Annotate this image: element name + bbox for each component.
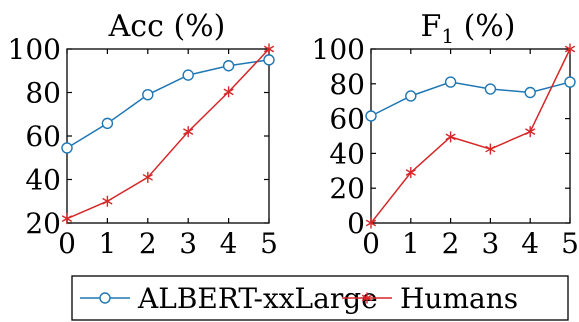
f1-xtick-label-1: 1 xyxy=(402,227,420,260)
f1-xtick-label-0: 0 xyxy=(362,227,380,260)
acc-humans-point-1 xyxy=(102,195,113,207)
acc-humans-point-5 xyxy=(263,43,275,55)
f1-humans-point-1 xyxy=(405,167,416,179)
acc-humans-point-4 xyxy=(223,86,234,98)
f1-title-sub: 1 xyxy=(441,24,454,48)
legend-albert-xxlarge-label: ALBERT-xxLarge xyxy=(137,282,378,315)
acc-xtick-label-4: 4 xyxy=(220,227,238,260)
acc-humans-point-0 xyxy=(61,213,73,225)
acc-albert-xxlarge-point-1 xyxy=(101,117,114,130)
acc-ytick-label-100: 100 xyxy=(8,33,61,66)
acc-ticks: 0 1 2 3 4 5 20 40 60 80 100 xyxy=(8,33,278,260)
legend-items: ALBERT-xxLarge Humans xyxy=(80,282,518,315)
f1-chart-title: F1 (%) xyxy=(420,9,515,48)
acc-humans-point-3 xyxy=(183,126,194,138)
acc-albert-xxlarge-point-5 xyxy=(263,54,275,66)
f1-xtick-label-4: 4 xyxy=(521,227,539,260)
acc-chart-title: Acc (%) xyxy=(108,9,226,44)
acc-albert-xxlarge-point-0 xyxy=(61,142,73,154)
f1-albert-xxlarge-point-2 xyxy=(444,76,457,88)
f1-plot-frame xyxy=(370,48,571,224)
f1-humans-line xyxy=(370,48,571,224)
acc-series xyxy=(61,43,275,225)
acc-albert-xxlarge-point-4 xyxy=(222,60,235,72)
f1-albert-xxlarge-point-1 xyxy=(405,90,417,102)
acc-xtick-label-3: 3 xyxy=(179,227,197,260)
f1-xtick-label-2: 2 xyxy=(442,227,460,260)
f1-title-rest: (%) xyxy=(454,9,515,44)
f1-xtick-label-3: 3 xyxy=(481,227,499,260)
f1-humans-point-0 xyxy=(365,217,377,229)
acc-plot-frame xyxy=(66,48,270,224)
legend-albert-xxlarge-marker xyxy=(99,292,111,304)
f1-title-main: F xyxy=(420,9,441,44)
acc-albert-xxlarge-line xyxy=(66,59,270,149)
acc-xtick-label-5: 5 xyxy=(260,227,278,260)
f1-albert-xxlarge-point-4 xyxy=(524,86,536,99)
f1-ytick-label-0: 0 xyxy=(347,207,365,240)
acc-humans-line xyxy=(66,48,270,220)
acc-humans-point-2 xyxy=(142,171,153,183)
acc-ytick-label-20: 20 xyxy=(25,207,61,240)
f1-humans-point-5 xyxy=(564,43,576,55)
legend-box xyxy=(71,275,569,321)
acc-albert-xxlarge-point-2 xyxy=(142,88,154,101)
legend: ALBERT-xxLarge Humans xyxy=(71,275,569,321)
f1-series xyxy=(365,43,576,229)
f1-albert-xxlarge-point-3 xyxy=(484,83,497,95)
acc-xtick-label-0: 0 xyxy=(58,227,76,260)
f1-xtick-label-5: 5 xyxy=(561,227,579,260)
f1-albert-xxlarge-line xyxy=(370,81,571,117)
f1-albert-xxlarge-point-5 xyxy=(564,76,576,88)
f1-humans-point-3 xyxy=(485,143,496,155)
f1-humans-point-2 xyxy=(445,131,456,143)
f1-albert-xxlarge-point-0 xyxy=(365,110,377,122)
acc-albert-xxlarge-point-3 xyxy=(182,69,194,81)
acc-ytick-label-60: 60 xyxy=(25,120,61,153)
legend-humans-label: Humans xyxy=(400,282,518,315)
f1-ytick-label-40: 40 xyxy=(329,137,365,170)
f1-humans-point-4 xyxy=(525,126,536,138)
acc-ytick-label-40: 40 xyxy=(25,164,61,197)
acc-ytick-label-80: 80 xyxy=(25,77,61,110)
f1-ytick-label-20: 20 xyxy=(329,172,365,205)
f1-ytick-label-60: 60 xyxy=(329,103,365,136)
legend-humans-marker xyxy=(361,292,373,304)
acc-chart: Acc (%) 0 1 2 3 4 5 20 40 60 80 100 xyxy=(8,9,278,260)
f1-ytick-label-80: 80 xyxy=(329,68,365,101)
f1-ytick-label-100: 100 xyxy=(312,33,365,66)
acc-xtick-label-1: 1 xyxy=(98,227,116,260)
acc-xtick-label-2: 2 xyxy=(139,227,157,260)
